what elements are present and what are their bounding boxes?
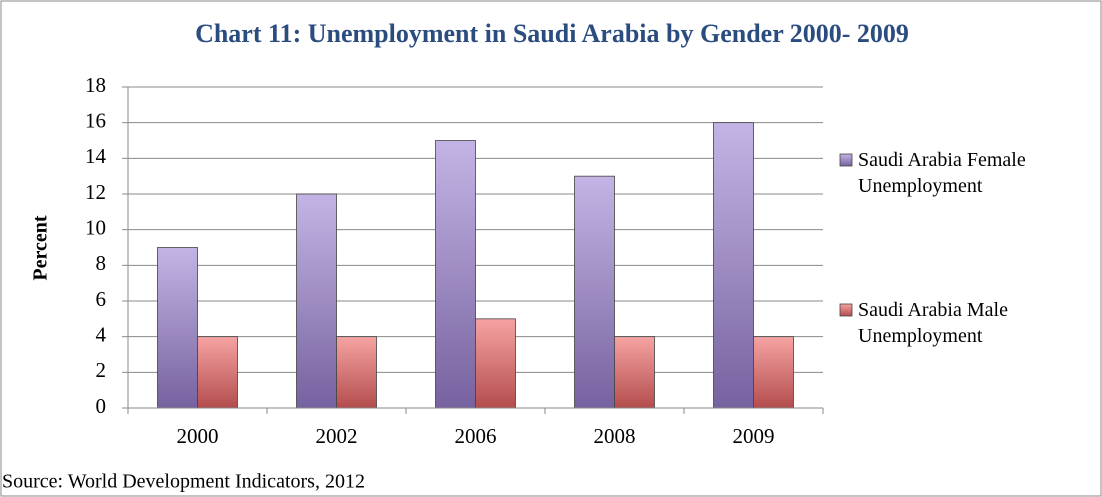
y-tick-label: 2 [96,358,107,382]
y-axis-label: Percent [30,215,52,280]
bar [753,336,794,409]
y-tick-label: 10 [85,215,106,239]
x-tick-label: 2008 [594,424,636,448]
y-tick-label: 14 [85,144,107,168]
x-tick-label: 2002 [316,424,358,448]
x-tick-label: 2006 [455,424,497,448]
bar [435,140,476,409]
y-tick-label: 4 [96,322,107,346]
x-tick-label: 2000 [177,424,219,448]
legend-label: Saudi Arabia Male Unemployment [858,299,1008,347]
bar [296,193,337,409]
y-tick-label: 16 [85,108,106,132]
bar [197,336,238,409]
bar [157,247,198,409]
bar [336,336,377,409]
bar [475,318,516,409]
bar [574,175,615,409]
legend-label: Saudi Arabia Female Unemployment [858,149,1026,197]
y-tick-label: 0 [96,394,107,418]
y-tick-label: 8 [96,251,107,275]
bar [713,122,754,409]
legend-swatch [839,153,853,167]
source: Source: World Development Indicators, 20… [2,471,365,493]
y-tick-label: 12 [85,180,106,204]
y-tick-label: 18 [85,73,106,97]
bar [614,336,655,409]
y-tick-label: 6 [96,287,107,311]
x-tick-label: 2009 [733,424,775,448]
legend-swatch [839,303,853,317]
chart-title: Chart 11: Unemployment in Saudi Arabia b… [195,19,909,48]
